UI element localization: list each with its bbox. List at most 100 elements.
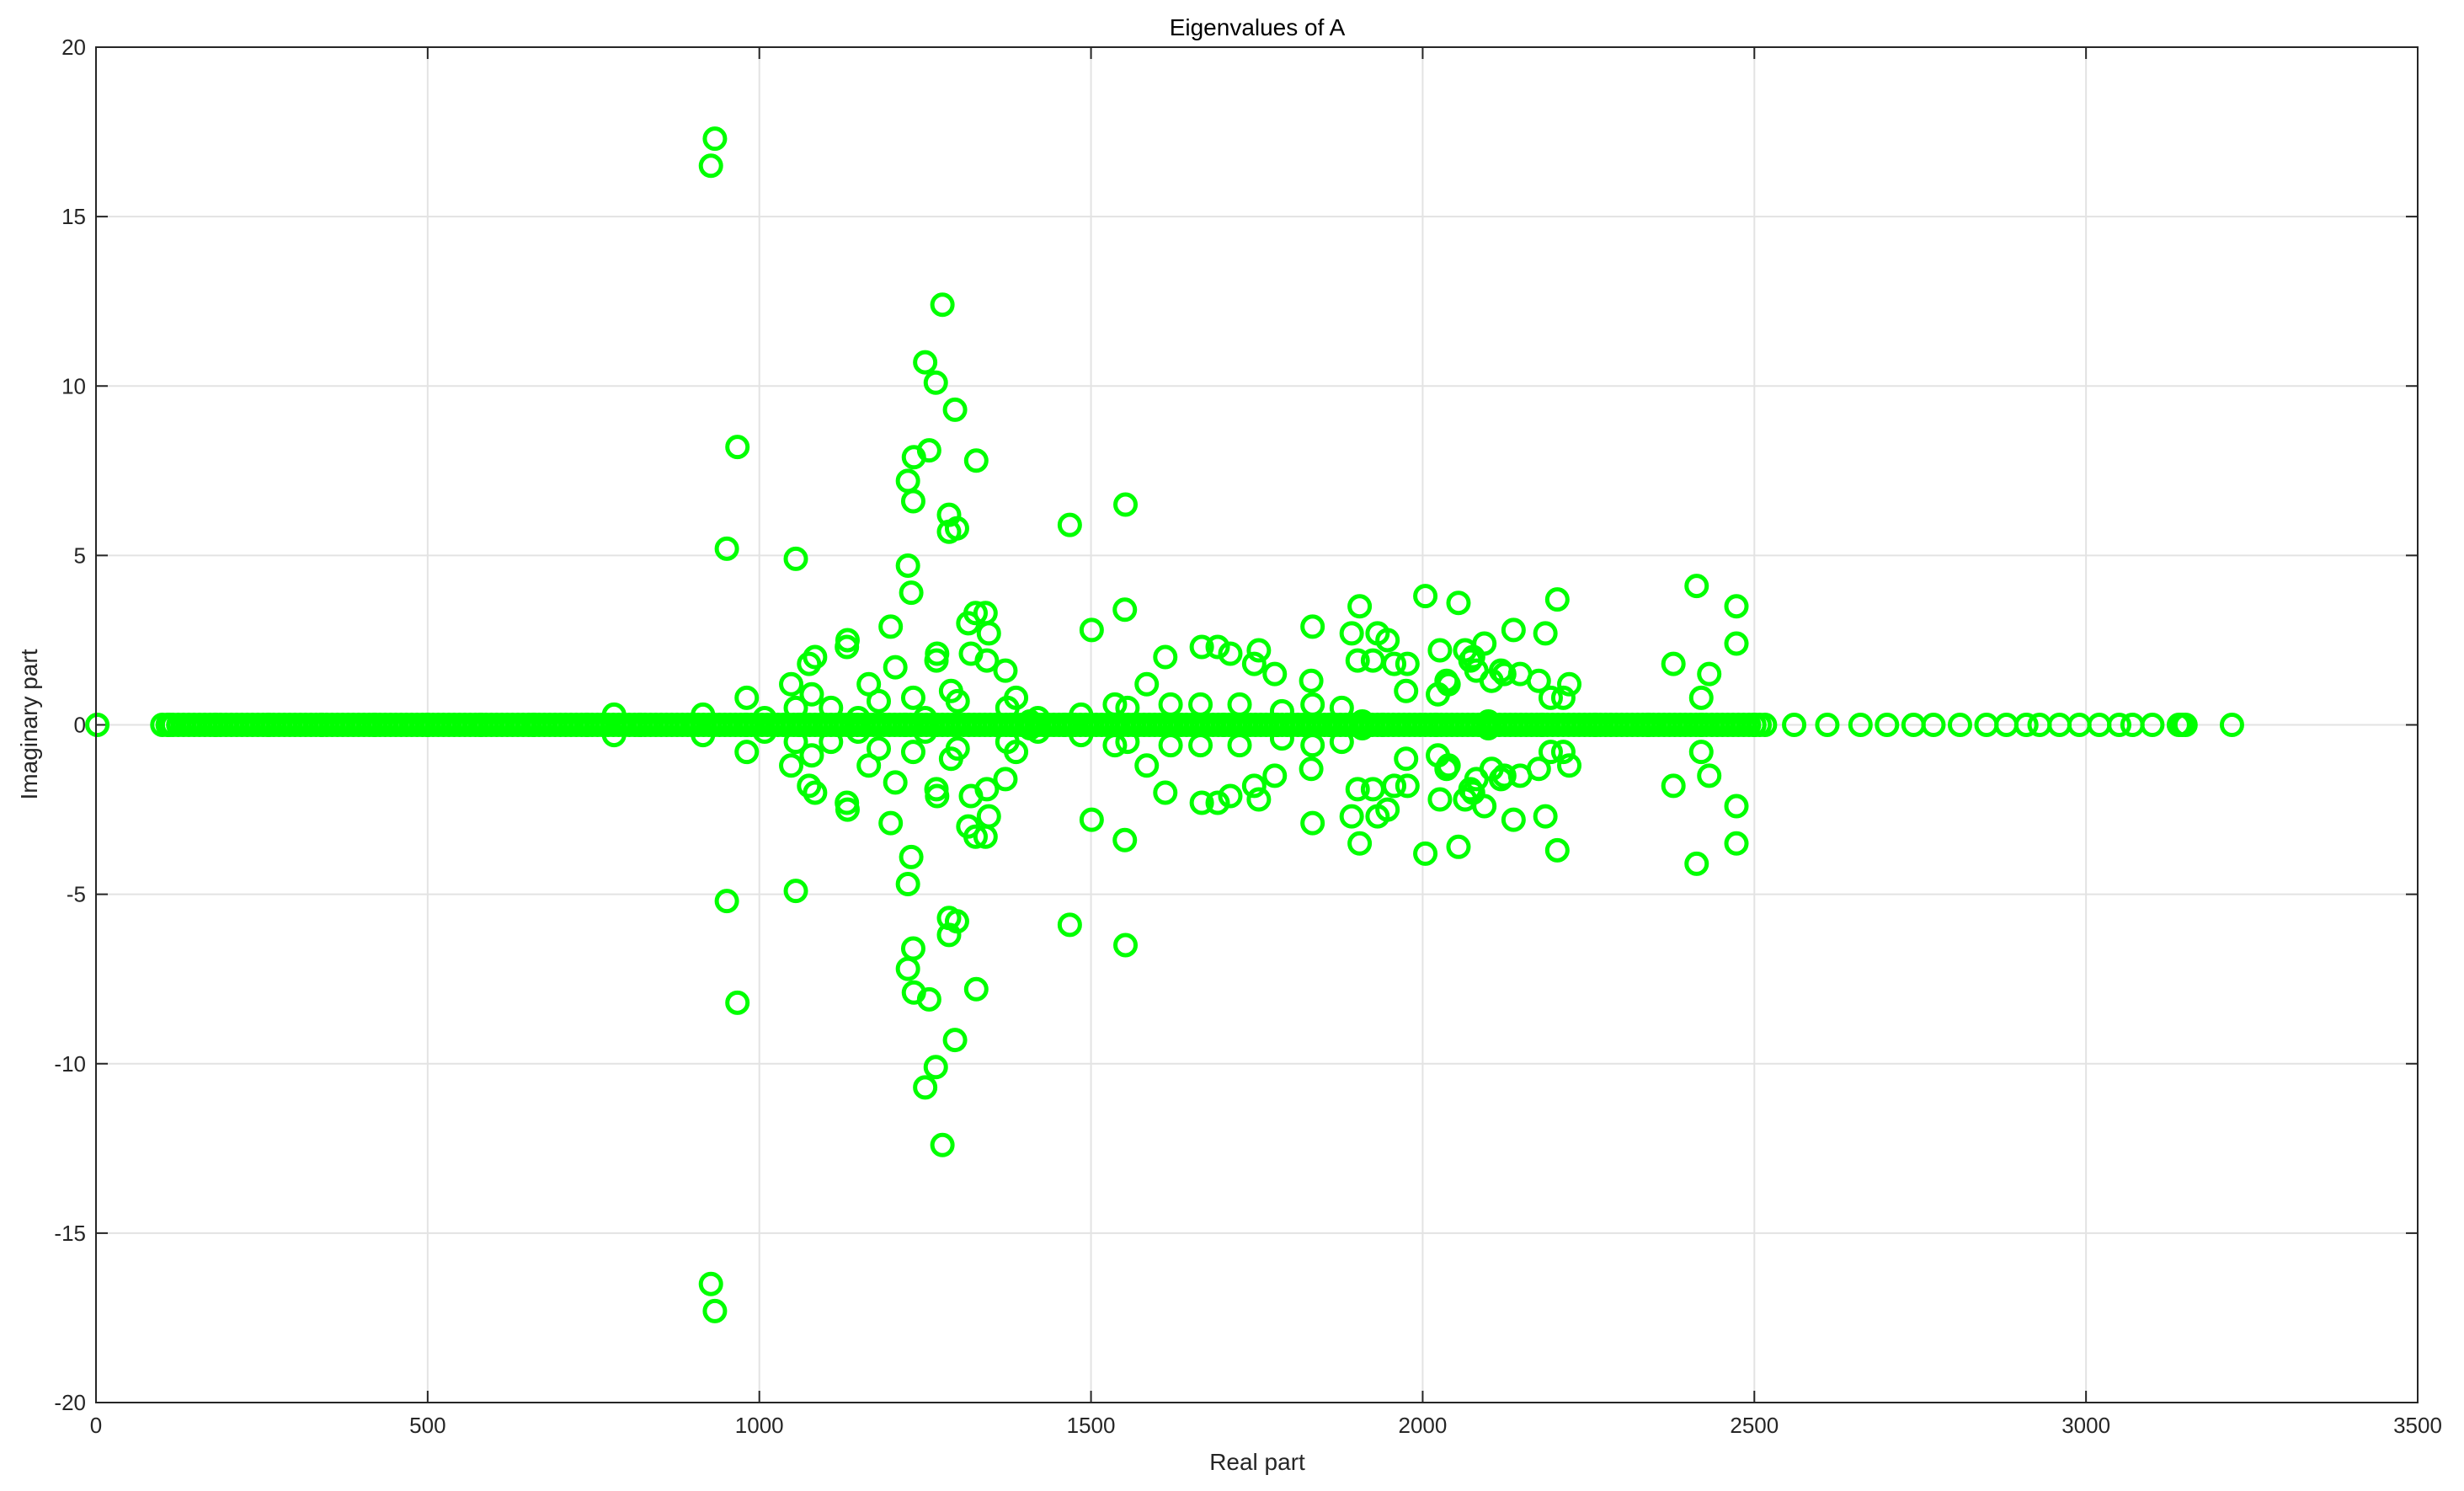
data-point [1815, 713, 1840, 737]
data-point [1300, 614, 1325, 639]
x-axis-label: Real part [1209, 1449, 1305, 1475]
data-point [942, 1028, 968, 1053]
data-point [752, 719, 777, 745]
data-point [1227, 733, 1252, 758]
data-point [803, 780, 828, 805]
data-point [936, 906, 962, 931]
data-point [1724, 794, 1749, 819]
data-point [976, 621, 1001, 646]
data-point [1347, 594, 1373, 619]
data-point [1112, 597, 1138, 623]
data-point [1102, 733, 1128, 758]
y-tick-label: 0 [74, 713, 86, 738]
data-point [1724, 631, 1749, 656]
data-point [1446, 591, 1471, 616]
data-point [1688, 740, 1714, 765]
data-point [1697, 661, 1722, 687]
data-point [1079, 617, 1104, 643]
data-point [895, 553, 920, 578]
data-point [930, 292, 955, 318]
x-tick-label: 1000 [735, 1413, 784, 1438]
data-point [1375, 797, 1400, 822]
data-point [901, 980, 926, 1005]
x-tick-label: 2000 [1399, 1413, 1448, 1438]
data-point [1188, 692, 1213, 717]
data-point [702, 1298, 728, 1323]
data-point [974, 648, 1000, 673]
data-point [779, 671, 804, 697]
data-point [1262, 661, 1288, 687]
data-point [1526, 756, 1551, 782]
data-point [1375, 628, 1400, 653]
data-point [1246, 787, 1272, 812]
x-tick-labels: 0 500 1000 1500 2000 2500 3000 3500 [90, 1413, 2442, 1438]
data-point [1395, 651, 1420, 676]
data-point [1533, 804, 1558, 829]
y-tick-label: -20 [54, 1390, 86, 1415]
x-tick-label: 3000 [2061, 1413, 2110, 1438]
x-tick-label: 500 [409, 1413, 445, 1438]
data-point [899, 580, 924, 606]
data-point [1413, 584, 1438, 609]
data-point [1688, 685, 1714, 710]
data-point [1189, 790, 1214, 815]
data-point [913, 719, 938, 745]
data-point [1339, 804, 1364, 829]
data-point [930, 1132, 955, 1157]
data-point [803, 644, 828, 670]
data-point [878, 614, 904, 639]
data-point [974, 777, 1000, 802]
data-point [1350, 716, 1375, 741]
data-point [1427, 638, 1453, 663]
data-point [913, 350, 938, 375]
data-point [900, 685, 925, 710]
data-point [1426, 681, 1451, 707]
data-point [995, 729, 1020, 755]
data-point [883, 655, 908, 680]
data-point [1550, 685, 1576, 710]
data-point [799, 743, 824, 768]
data-point [1501, 807, 1526, 832]
data-point [1544, 837, 1570, 863]
data-point [1069, 723, 1094, 748]
data-point [1413, 841, 1438, 866]
data-point [1661, 651, 1686, 676]
data-point [1526, 668, 1551, 693]
data-point [2107, 713, 2132, 737]
data-point [924, 648, 949, 673]
y-tick-label: -15 [54, 1221, 86, 1246]
data-point [1382, 651, 1407, 676]
data-point [1079, 807, 1104, 832]
data-point [698, 1271, 723, 1296]
y-tick-label: -5 [67, 882, 86, 907]
data-point [725, 435, 750, 460]
data-point [1227, 692, 1252, 717]
data-point [1475, 716, 1501, 741]
data-point [1113, 492, 1139, 517]
data-point [734, 740, 760, 765]
data-point [942, 397, 968, 422]
data-point [1188, 733, 1213, 758]
data-point [1347, 831, 1373, 856]
data-point [734, 685, 760, 710]
data-point [1115, 695, 1140, 720]
x-tick-label: 1500 [1067, 1413, 1116, 1438]
data-point [1479, 668, 1504, 693]
data-points [85, 126, 2244, 1323]
x-tick-label: 0 [90, 1413, 102, 1438]
data-point [1875, 713, 1900, 737]
data-point [1299, 756, 1324, 782]
data-point [1697, 763, 1722, 788]
data-point [2140, 713, 2165, 737]
y-tick-label: 15 [61, 204, 86, 229]
data-point [1113, 933, 1139, 958]
data-point [1538, 685, 1563, 710]
data-point [714, 889, 739, 914]
data-point [85, 713, 110, 737]
y-tick-labels: -20 -15 -10 -5 0 5 10 15 20 [54, 35, 86, 1415]
data-point [1848, 713, 1873, 737]
data-point [2219, 713, 2244, 737]
data-point [1153, 644, 1178, 670]
data-point [1782, 713, 1807, 737]
